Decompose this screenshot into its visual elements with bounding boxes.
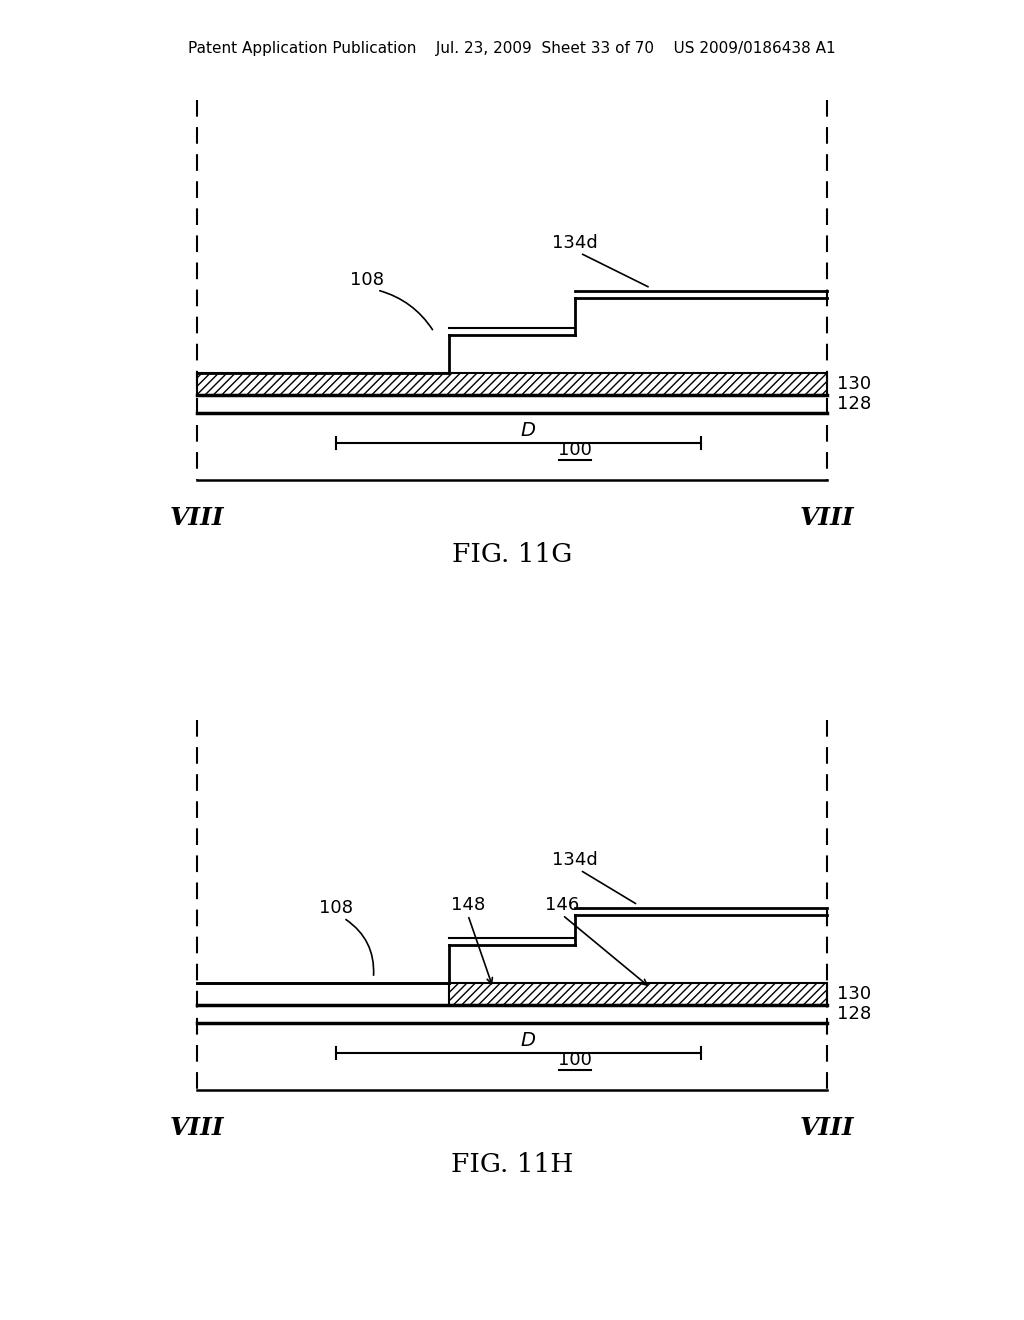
Text: 108: 108: [350, 271, 384, 289]
Text: 100: 100: [558, 1051, 592, 1069]
Text: FIG. 11H: FIG. 11H: [451, 1152, 573, 1177]
Text: FIG. 11G: FIG. 11G: [452, 543, 572, 568]
Text: D: D: [521, 1031, 536, 1049]
Text: 100: 100: [558, 441, 592, 459]
Text: VIII: VIII: [170, 506, 224, 531]
Text: 130: 130: [837, 985, 871, 1003]
Bar: [197, 374, 827, 395]
Text: 130: 130: [837, 375, 871, 393]
Text: VIII: VIII: [800, 1115, 854, 1140]
Bar: [449, 983, 827, 1005]
Text: VIII: VIII: [170, 1115, 224, 1140]
Text: VIII: VIII: [800, 506, 854, 531]
Text: 134d: 134d: [552, 234, 598, 252]
Text: 148: 148: [451, 896, 485, 913]
Text: 108: 108: [318, 899, 352, 917]
Text: 134d: 134d: [552, 851, 598, 869]
Text: 146: 146: [545, 896, 580, 913]
Text: 128: 128: [837, 1005, 871, 1023]
Text: Patent Application Publication    Jul. 23, 2009  Sheet 33 of 70    US 2009/01864: Patent Application Publication Jul. 23, …: [188, 41, 836, 55]
Text: 128: 128: [837, 395, 871, 413]
Text: D: D: [521, 421, 536, 440]
